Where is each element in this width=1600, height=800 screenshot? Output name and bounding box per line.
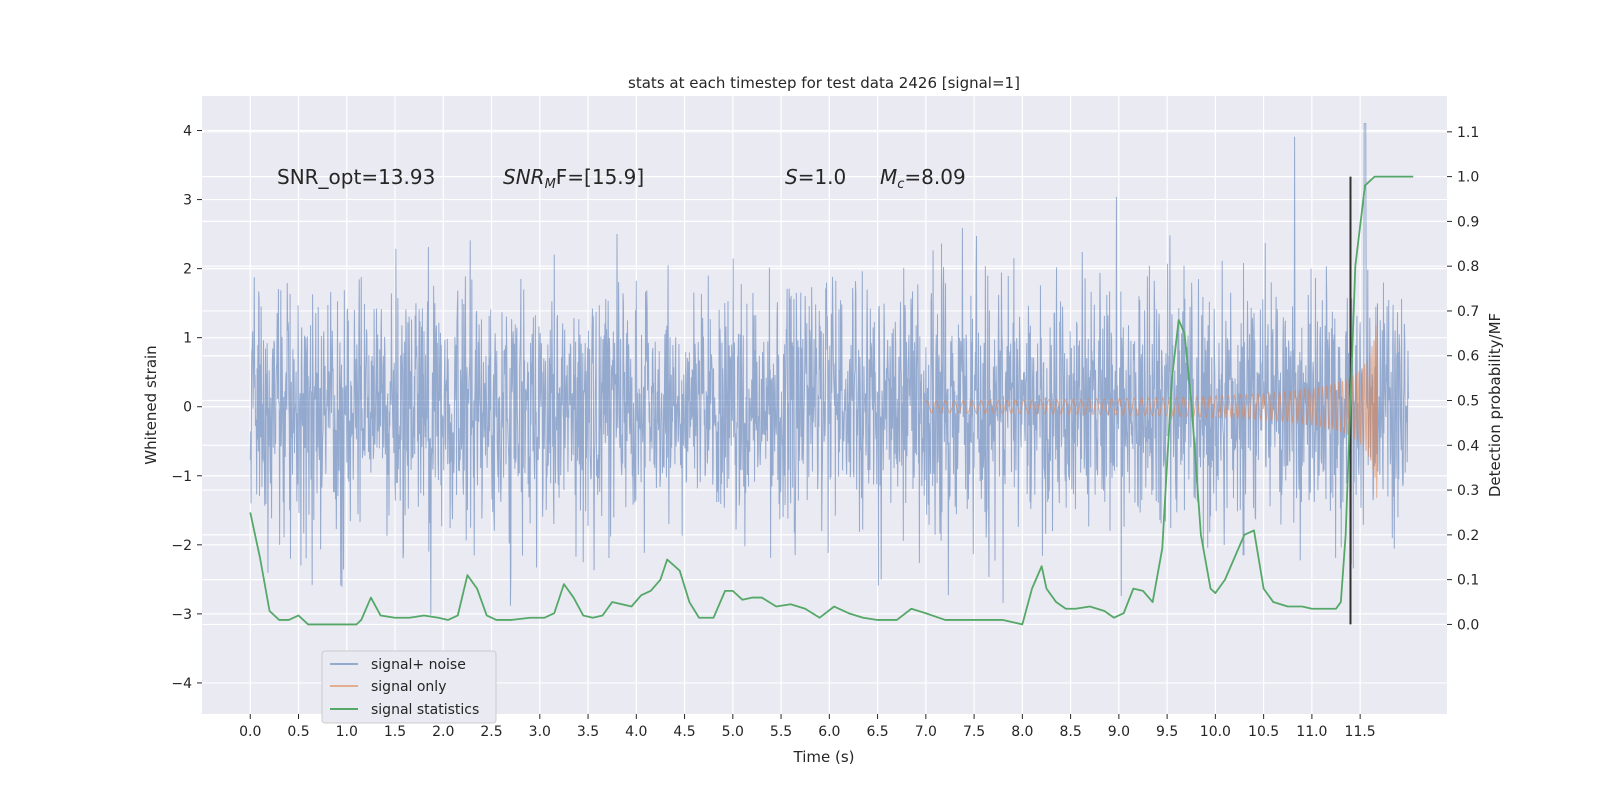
legend: signal+ noise signal only signal statist… xyxy=(321,650,497,724)
legend-label-signal: signal only xyxy=(371,679,446,695)
y-tick-label: −4 xyxy=(171,676,192,692)
x-tick-label: 11.0 xyxy=(1296,724,1327,740)
annotation-snr-mf: SNRMF=[15.9] xyxy=(503,165,644,192)
annotation-snr-symbol: SNR xyxy=(503,165,545,189)
x-tick-label: 6.5 xyxy=(866,724,888,740)
y-tick-label: 4 xyxy=(183,124,192,140)
signal-noise-series xyxy=(249,123,1409,615)
y-axis-right-label: Detection probability/MF xyxy=(1486,313,1504,497)
x-tick-label: 10.0 xyxy=(1200,724,1231,740)
chart-title: stats at each timestep for test data 242… xyxy=(628,74,1020,92)
annotation-s: S=1.0 xyxy=(785,165,846,189)
y-right-tick-label: 1.0 xyxy=(1457,170,1479,186)
y-right-tick-label: 0.4 xyxy=(1457,438,1479,454)
legend-label-noise: signal+ noise xyxy=(371,657,466,673)
y-tick-label: −2 xyxy=(171,538,192,554)
annotation-chirp-mass: Mc=8.09 xyxy=(880,165,966,192)
x-tick-label: 7.0 xyxy=(915,724,937,740)
x-tick-label: 2.5 xyxy=(480,724,502,740)
x-axis-ticks: 0.0 0.5 1.0 1.5 2.0 2.5 3.0 3.5 4.0 4.5 5.0 5.5 6.0 6… xyxy=(239,714,1376,740)
annotation-snr-opt: SNR_opt=13.93 xyxy=(277,165,435,189)
x-tick-label: 9.0 xyxy=(1108,724,1130,740)
x-tick-label: 8.5 xyxy=(1059,724,1081,740)
y-axis-right-ticks: 1.1 1.0 0.9 0.8 0.7 0.6 0.5 0.4 0.3 0.2 0.1 0.0 xyxy=(1447,125,1479,633)
signal-only-series xyxy=(925,303,1379,498)
y-tick-label: 2 xyxy=(183,262,192,278)
y-tick-label: 3 xyxy=(183,193,192,209)
annotation-snr-subscript: M xyxy=(545,177,556,192)
x-tick-label: 1.5 xyxy=(384,724,406,740)
x-tick-label: 3.5 xyxy=(577,724,599,740)
annotation-m-subscript: c xyxy=(897,177,904,192)
x-tick-label: 11.5 xyxy=(1345,724,1376,740)
x-tick-label: 3.0 xyxy=(529,724,551,740)
annotation-s-value: =1.0 xyxy=(798,165,847,189)
x-tick-label: 5.5 xyxy=(770,724,792,740)
x-tick-label: 2.0 xyxy=(432,724,454,740)
y-right-tick-label: 0.1 xyxy=(1457,573,1479,589)
y-tick-label: −1 xyxy=(171,469,192,485)
signal-only-line xyxy=(925,303,1379,498)
y-axis-label: Whitened strain xyxy=(142,345,160,464)
y-tick-label: −3 xyxy=(171,607,192,623)
legend-box xyxy=(321,650,497,724)
y-right-tick-label: 0.3 xyxy=(1457,483,1479,499)
x-tick-label: 5.0 xyxy=(722,724,744,740)
legend-label-stats: signal statistics xyxy=(371,702,479,718)
y-right-tick-label: 0.5 xyxy=(1457,394,1479,410)
x-tick-label: 0.0 xyxy=(239,724,261,740)
signal-statistics-line xyxy=(249,175,1414,626)
x-tick-label: 8.0 xyxy=(1011,724,1033,740)
y-tick-label: 1 xyxy=(183,331,192,347)
annotation-m-symbol: M xyxy=(880,165,897,189)
y-right-tick-label: 1.1 xyxy=(1457,125,1479,141)
y-right-tick-label: 0.8 xyxy=(1457,259,1479,275)
x-tick-label: 7.5 xyxy=(963,724,985,740)
annotation-m-value: =8.09 xyxy=(904,165,965,189)
x-tick-label: 10.5 xyxy=(1248,724,1279,740)
x-tick-label: 6.0 xyxy=(818,724,840,740)
signal-statistics-series xyxy=(249,175,1414,626)
x-axis-label: Time (s) xyxy=(793,748,855,766)
annotation-s-symbol: S xyxy=(785,165,798,189)
y-right-tick-label: 0.7 xyxy=(1457,304,1479,320)
x-tick-label: 4.5 xyxy=(673,724,695,740)
x-tick-label: 9.5 xyxy=(1156,724,1178,740)
annotation-snr-mf-value: F=[15.9] xyxy=(556,165,644,189)
y-right-tick-label: 0.2 xyxy=(1457,528,1479,544)
y-right-tick-label: 0.6 xyxy=(1457,349,1479,365)
x-tick-label: 1.0 xyxy=(336,724,358,740)
y-axis-ticks: 4 3 2 1 0 −1 −2 −3 −4 xyxy=(171,124,202,692)
y-tick-label: 0 xyxy=(183,400,192,416)
y-right-tick-label: 0.9 xyxy=(1457,214,1479,230)
y-right-tick-label: 0.0 xyxy=(1457,617,1479,633)
x-tick-label: 0.5 xyxy=(287,724,309,740)
signal-noise-line xyxy=(249,123,1409,615)
x-tick-label: 4.0 xyxy=(625,724,647,740)
